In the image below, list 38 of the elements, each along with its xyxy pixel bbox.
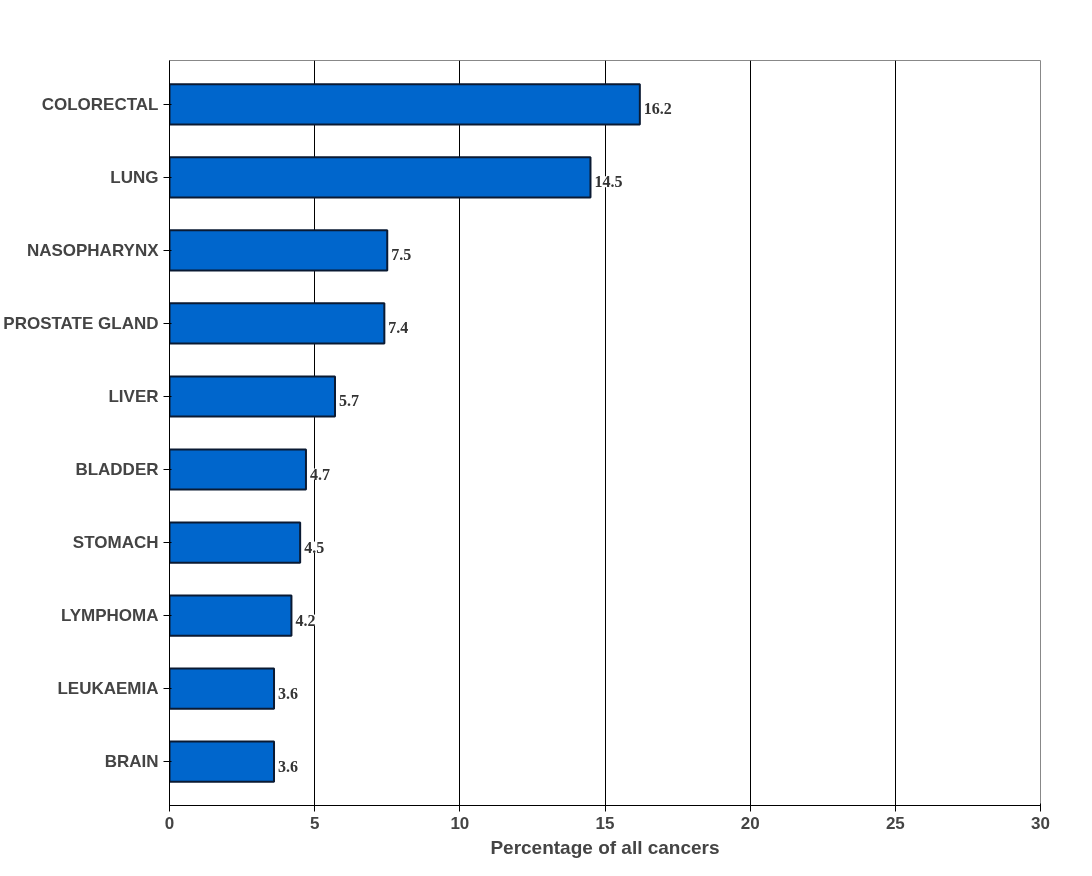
x-tick-label: 5 <box>309 813 320 833</box>
y-tick-label: BLADDER <box>75 460 159 480</box>
y-tick-label: LIVER <box>108 386 159 406</box>
data-label: 7.4 <box>388 319 409 337</box>
x-axis-title: Percentage of all cancers <box>490 836 720 858</box>
x-tick-label: 25 <box>885 813 905 833</box>
x-tick-label: 0 <box>164 813 175 833</box>
bar <box>169 83 641 126</box>
data-label: 3.6 <box>278 757 299 775</box>
x-tick-label: 30 <box>1031 813 1050 833</box>
y-tick-label: BRAIN <box>104 752 159 772</box>
y-tick-label: LEUKAEMIA <box>57 679 159 699</box>
bar <box>169 521 302 564</box>
x-tick-label: 20 <box>740 813 760 833</box>
data-label: 7.5 <box>391 246 412 264</box>
bar <box>169 302 386 345</box>
data-label: 14.5 <box>594 173 623 191</box>
data-label: 4.7 <box>309 465 330 483</box>
bar <box>169 375 336 418</box>
x-tick-label: 10 <box>450 813 470 833</box>
bar <box>169 594 293 637</box>
y-tick-label: NASOPHARYNX <box>26 240 160 260</box>
data-label: 4.5 <box>304 538 325 556</box>
bar <box>169 448 307 491</box>
bar <box>169 740 276 783</box>
data-label: 5.7 <box>338 392 359 410</box>
data-label: 4.2 <box>295 611 316 629</box>
x-tick-label: 15 <box>595 813 615 833</box>
bar <box>169 667 276 710</box>
y-tick-label: LYMPHOMA <box>60 606 159 626</box>
data-label: 16.2 <box>643 100 672 118</box>
bar <box>169 229 389 272</box>
bar <box>169 156 592 199</box>
y-tick-label: PROSTATE GLAND <box>3 313 159 333</box>
y-tick-label: STOMACH <box>72 533 159 553</box>
y-tick-label: LUNG <box>110 167 159 187</box>
y-tick-label: COLORECTAL <box>41 94 159 114</box>
data-label: 3.6 <box>278 684 299 702</box>
